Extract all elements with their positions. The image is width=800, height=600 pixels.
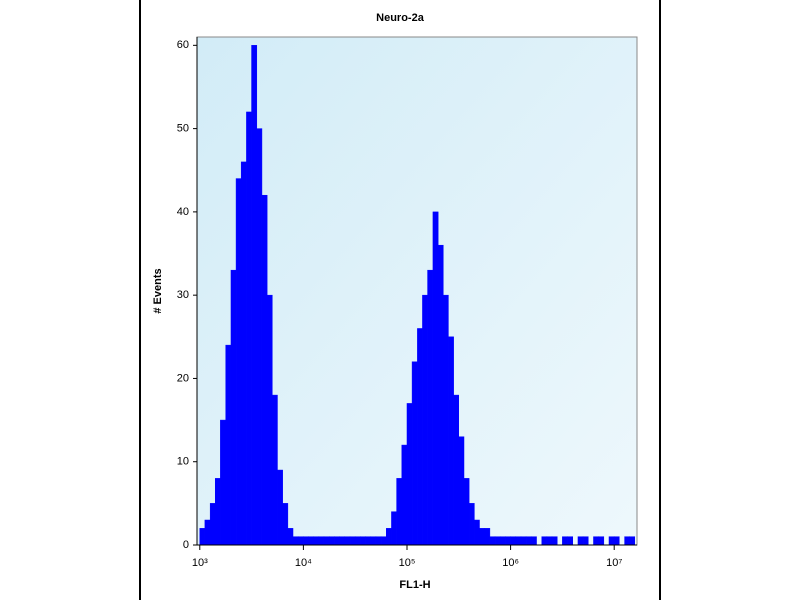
bar <box>427 269 434 546</box>
y-tick-label: 50 <box>177 123 189 135</box>
bar <box>266 294 273 546</box>
bar <box>458 436 465 546</box>
chart-title: Neuro-2a <box>376 12 425 24</box>
bar <box>344 536 351 546</box>
bar <box>411 361 418 546</box>
y-tick-label: 40 <box>177 206 189 218</box>
bar <box>354 536 361 546</box>
bar <box>272 394 278 546</box>
bar <box>256 128 263 546</box>
bar <box>209 503 216 546</box>
bar <box>313 536 320 546</box>
bar <box>593 536 599 546</box>
bar <box>577 536 584 546</box>
bar <box>562 536 568 546</box>
y-tick-label: 60 <box>177 39 189 51</box>
bar <box>598 536 605 546</box>
bar <box>365 536 372 546</box>
x-tick-label: 10⁴ <box>295 557 312 569</box>
bar <box>530 536 537 546</box>
bar <box>515 536 522 546</box>
bar <box>479 528 485 546</box>
bar <box>323 536 330 546</box>
x-tick-label: 10⁷ <box>606 557 622 569</box>
bar <box>204 519 211 546</box>
bar <box>282 503 289 546</box>
bar <box>443 294 449 546</box>
x-tick-label: 10³ <box>192 557 208 569</box>
bar <box>613 536 620 546</box>
bar <box>240 161 247 546</box>
bar <box>251 45 258 546</box>
x-tick-label: 10⁶ <box>502 557 519 569</box>
bar <box>520 536 527 546</box>
bar <box>608 536 615 546</box>
bar <box>401 444 408 546</box>
bar <box>246 111 252 546</box>
y-tick-label: 30 <box>177 289 189 301</box>
y-tick-label: 0 <box>183 539 189 551</box>
bar <box>318 536 325 546</box>
bar <box>541 536 548 546</box>
x-tick-label: 10⁵ <box>399 557 416 569</box>
y-tick-label: 20 <box>177 372 189 384</box>
y-axis-label: # Events <box>152 268 164 313</box>
bar <box>499 536 506 546</box>
bar <box>277 469 283 546</box>
bar <box>629 536 636 546</box>
bar <box>510 536 516 546</box>
bar <box>432 211 439 546</box>
bar <box>417 328 423 546</box>
bar <box>261 194 268 546</box>
bar <box>199 528 206 546</box>
bar <box>287 528 294 546</box>
bar <box>448 336 454 546</box>
bar <box>380 536 387 546</box>
bar <box>339 536 346 546</box>
bar <box>220 419 226 546</box>
bar <box>297 536 304 546</box>
bar <box>360 536 366 546</box>
bar <box>624 536 630 546</box>
bar <box>308 536 315 546</box>
bar <box>396 478 403 546</box>
bar <box>468 503 475 546</box>
bar <box>474 519 480 546</box>
bar <box>370 536 377 546</box>
bar <box>391 511 397 546</box>
bar <box>582 536 589 546</box>
bar <box>292 536 299 546</box>
bar <box>329 536 335 546</box>
bar <box>546 536 553 546</box>
bar <box>235 178 242 546</box>
x-axis-label: FL1-H <box>399 579 430 591</box>
bar <box>422 294 428 546</box>
bar <box>225 344 232 546</box>
bar <box>334 536 340 546</box>
bar <box>494 536 501 546</box>
bar <box>437 244 444 546</box>
bar <box>525 536 532 546</box>
bar <box>303 536 309 546</box>
bar <box>349 536 356 546</box>
bar <box>406 403 413 546</box>
bar <box>489 536 496 546</box>
bar <box>567 536 573 546</box>
bar <box>453 394 460 546</box>
bar <box>484 528 491 546</box>
y-tick-label: 10 <box>177 456 189 468</box>
bar <box>386 528 392 546</box>
bar <box>551 536 558 546</box>
bar <box>214 478 221 546</box>
bar <box>463 478 470 546</box>
bar <box>230 269 237 546</box>
bar <box>505 536 511 546</box>
bar <box>375 536 382 546</box>
